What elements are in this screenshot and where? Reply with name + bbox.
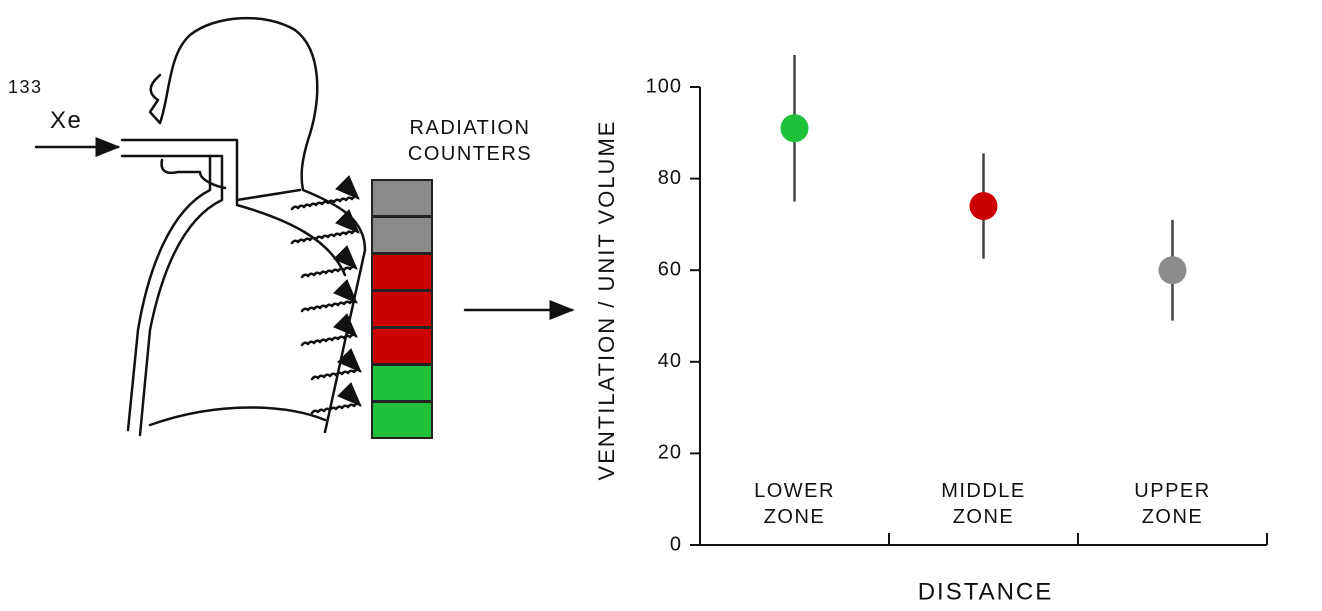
- point: [969, 192, 998, 221]
- radiation-arrows: [290, 175, 362, 415]
- x-tick-label: UPPER ZONE: [1134, 480, 1211, 528]
- y-tick-label: 60: [658, 258, 682, 280]
- isotope-mass: 133: [8, 77, 43, 97]
- y-tick-label: 20: [658, 442, 682, 464]
- counter: [371, 364, 433, 402]
- y-tick-label: 40: [658, 350, 682, 372]
- x-tick-label: MIDDLE ZONE: [941, 480, 1026, 528]
- chart: 0 20 40 60 80 100 VENTILATION / UNIT VOLUME DIS…: [594, 54, 1268, 605]
- radiation-arrow: [300, 279, 358, 313]
- radiation-arrow: [300, 245, 358, 279]
- counter: [371, 216, 433, 254]
- x-axis-label: DISTANCE: [918, 578, 1054, 605]
- counter: [371, 253, 433, 291]
- counter: [371, 401, 433, 439]
- radiation-arrow: [300, 313, 358, 347]
- y-tick-label: 0: [670, 533, 682, 555]
- radiation-arrow: [290, 209, 360, 245]
- y-axis-label: VENTILATION / UNIT VOLUME: [594, 120, 619, 481]
- y-tick-label: 100: [646, 75, 682, 97]
- radiation-counters: [371, 179, 433, 439]
- y-tick-label: 80: [658, 167, 682, 189]
- radiation-arrow: [290, 175, 360, 211]
- isotope: Xe: [50, 107, 83, 134]
- radiation-arrow: [310, 382, 362, 415]
- counter: [371, 179, 433, 217]
- counters-label: RADIATION COUNTERS: [407, 117, 533, 165]
- body-outline: [34, 16, 575, 437]
- point: [780, 114, 809, 143]
- point: [1158, 256, 1187, 285]
- counter: [371, 290, 433, 328]
- x-tick-label: LOWER ZONE: [754, 480, 835, 528]
- radiation-arrow: [310, 348, 362, 381]
- counter: [371, 327, 433, 365]
